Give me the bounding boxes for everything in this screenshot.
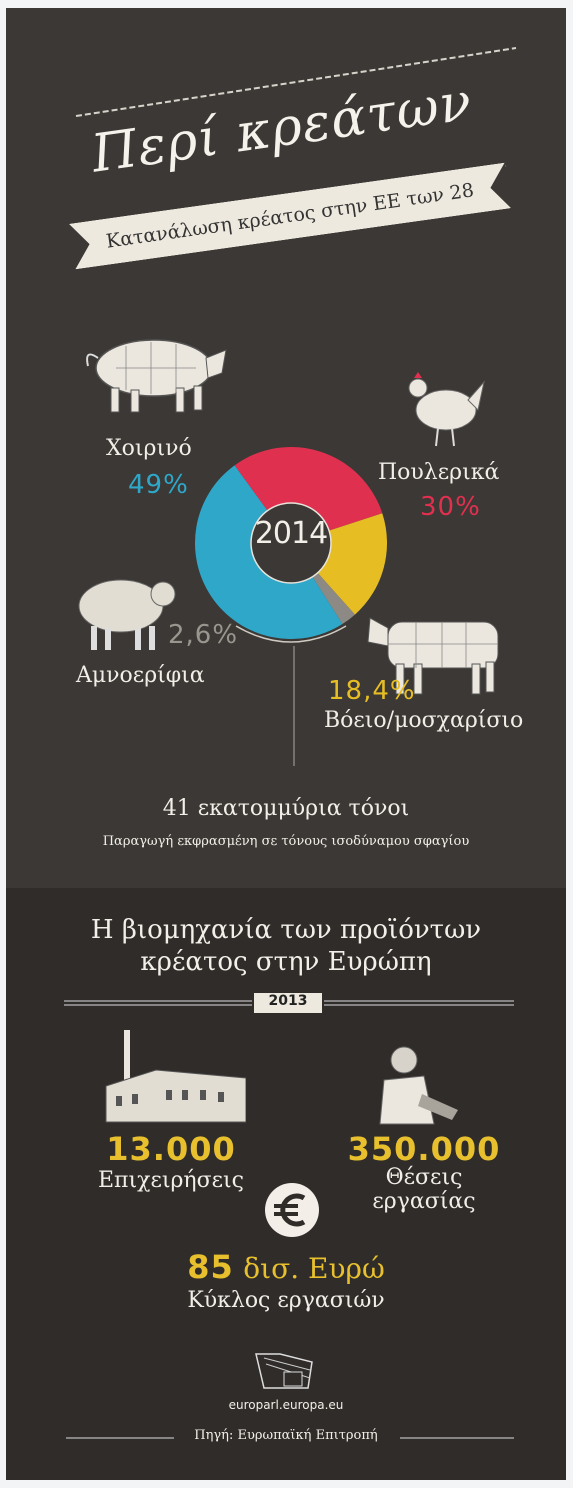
cow-icon (367, 617, 499, 695)
pie-center-year: 2014 (254, 516, 328, 551)
infographic-board: Περί κρεάτων Κατανάλωση κρέατος στην ΕΕ … (6, 8, 566, 1480)
pork-label: Χοιρινό (106, 436, 192, 461)
industry-title-line2: κρέατος στην Ευρώπη (140, 947, 432, 977)
meat-pie-chart (194, 447, 387, 640)
businesses-value: 13.000 (106, 1130, 236, 1168)
year-badge: 2013 (268, 993, 308, 1009)
poultry-label: Πουλερικά (378, 460, 500, 485)
businesses-label: Επιχειρήσεις (98, 1168, 244, 1193)
turnover-label: Κύκλος εργασιών (187, 1288, 385, 1313)
beef-percent: 18,4% (328, 676, 416, 706)
lamb-label: Αμνοερίφια (76, 663, 205, 688)
pie-pointer-lines (235, 625, 347, 766)
pie-slice-1 (234, 447, 383, 531)
pig-icon (86, 339, 227, 413)
pork-percent: 49% (128, 470, 189, 500)
production-note: Παραγωγή εκφρασμένη σε τόνους ισοδύναμου… (102, 834, 470, 849)
butcher-icon (379, 1046, 458, 1125)
beef-label: Βόειο/μοσχαρίσιο (324, 708, 524, 733)
sheep-icon (78, 579, 176, 650)
turnover-value: 85 (187, 1248, 234, 1286)
pie-center-hole (250, 502, 332, 584)
source-rule (66, 1437, 514, 1439)
turnover-unit: δισ. Ευρώ (243, 1252, 385, 1285)
year-divider (64, 993, 514, 1013)
website-link[interactable]: europarl.europa.eu (228, 1398, 344, 1412)
lamb-percent: 2,6% (168, 620, 239, 650)
jobs-label-line1: Θέσεις (385, 1165, 463, 1190)
industry-title-line1: Η βιομηχανία των προϊόντων (90, 915, 482, 945)
source-note: Πηγή: Ευρωπαϊκή Επιτροπή (194, 1428, 378, 1443)
pie-slice-0 (194, 465, 343, 640)
jobs-value: 350.000 (347, 1130, 501, 1168)
pie-slice-2 (317, 513, 387, 615)
european-parliament-logo (255, 1353, 313, 1389)
poultry-percent: 30% (420, 492, 481, 522)
pie-slice-3 (312, 572, 355, 625)
turnover-line: 85 δισ. Ευρώ (6, 1248, 566, 1286)
factory-icon (105, 1030, 246, 1123)
euro-icon (265, 1183, 319, 1237)
total-production: 41 εκατομμύρια τόνοι (162, 796, 410, 821)
jobs-label-line2: εργασίας (372, 1189, 476, 1214)
chicken-icon (408, 372, 485, 447)
